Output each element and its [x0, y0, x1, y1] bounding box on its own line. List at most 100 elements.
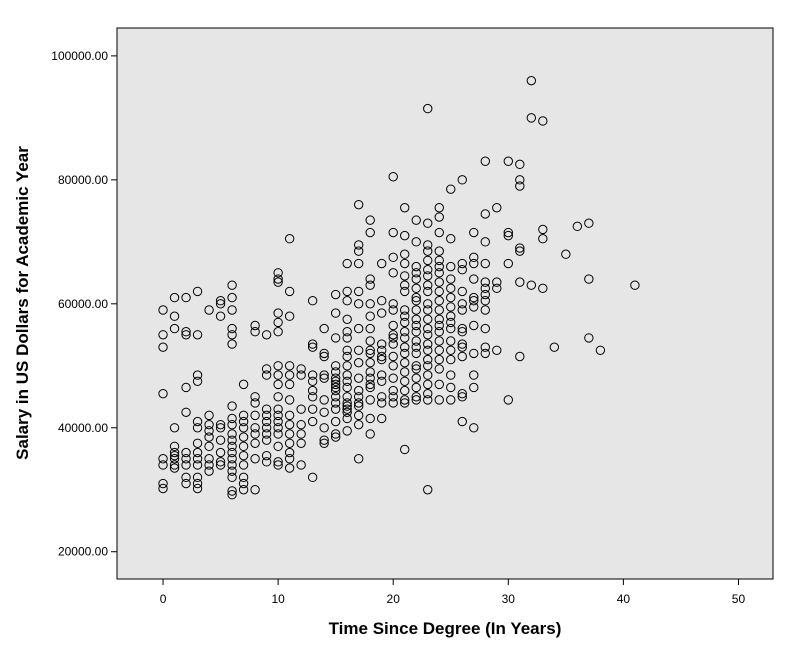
data-point [526, 280, 537, 290]
data-point [330, 308, 341, 318]
data-point [388, 398, 398, 408]
data-point [342, 376, 352, 386]
data-point [261, 370, 272, 380]
data-point [273, 308, 283, 318]
x-axis-title: Time Since Degree (In Years) [329, 619, 562, 638]
data-point [446, 336, 456, 346]
data-point [284, 234, 295, 244]
data-point [434, 268, 444, 278]
data-point [284, 447, 295, 458]
data-point [192, 376, 203, 386]
data-point [365, 227, 375, 238]
data-point [411, 327, 421, 337]
data-point [342, 327, 352, 337]
data-point [307, 416, 318, 427]
data-point [181, 382, 191, 393]
data-point [227, 339, 237, 349]
data-point [204, 426, 214, 436]
data-point [273, 423, 283, 433]
data-point [446, 184, 456, 194]
data-point [446, 323, 456, 334]
data-point [434, 305, 444, 315]
data-point [457, 342, 467, 352]
data-point [446, 354, 456, 365]
data-point [423, 345, 433, 355]
data-point [204, 419, 214, 430]
data-point [457, 305, 467, 315]
data-point [434, 395, 444, 405]
data-point [215, 435, 226, 445]
data-point [261, 429, 272, 439]
data-point [353, 385, 364, 396]
data-point [423, 379, 433, 390]
data-point [169, 441, 180, 452]
data-point [353, 392, 364, 402]
data-point [423, 361, 433, 371]
data-point [400, 305, 410, 315]
data-point [227, 401, 237, 411]
data-point [515, 277, 525, 287]
data-point [423, 255, 433, 266]
data-point [457, 416, 467, 427]
data-point [423, 299, 433, 309]
data-point [192, 286, 203, 297]
data-point [400, 342, 410, 352]
data-point [469, 274, 479, 284]
data-point [307, 339, 318, 349]
data-point [227, 280, 237, 290]
data-point [400, 203, 410, 213]
data-point [561, 249, 571, 259]
data-point [630, 280, 640, 290]
data-point [446, 234, 456, 244]
data-point [307, 342, 318, 352]
data-point [342, 345, 352, 355]
data-point [296, 404, 306, 414]
data-point [365, 373, 375, 383]
data-point [158, 305, 168, 315]
data-point [434, 286, 444, 297]
data-point [365, 357, 375, 368]
data-point [158, 330, 168, 340]
data-point [423, 246, 433, 256]
data-point [169, 450, 180, 461]
data-point [261, 364, 272, 374]
data-point [411, 395, 421, 405]
data-point [215, 447, 226, 458]
data-point [538, 234, 548, 244]
data-point [549, 342, 560, 352]
data-point [181, 447, 191, 458]
data-point [342, 407, 352, 417]
data-point [342, 296, 352, 306]
data-point [480, 289, 490, 300]
data-point [261, 404, 272, 414]
data-point [158, 483, 168, 494]
data-point [273, 277, 283, 287]
data-point [515, 246, 525, 256]
y-tick-label: 80000.00 [58, 173, 108, 187]
data-point [273, 410, 283, 421]
data-point [181, 478, 191, 489]
data-point [227, 486, 237, 496]
data-point [423, 323, 433, 334]
data-point [423, 286, 433, 297]
data-point [192, 423, 203, 433]
data-point [181, 472, 191, 483]
data-point [342, 401, 352, 411]
data-point [434, 212, 444, 222]
data-point [365, 345, 375, 355]
data-point [480, 348, 490, 359]
data-point [423, 485, 433, 495]
data-point [169, 292, 180, 303]
data-point [411, 283, 421, 294]
plot-area [116, 27, 774, 580]
data-point [469, 320, 479, 331]
data-point [423, 240, 433, 250]
data-point [423, 218, 433, 228]
data-point [434, 327, 444, 337]
data-point [423, 103, 433, 114]
data-point [469, 292, 479, 303]
data-point [192, 330, 203, 340]
data-point [284, 419, 295, 430]
data-point [273, 460, 283, 470]
data-point [284, 410, 295, 421]
